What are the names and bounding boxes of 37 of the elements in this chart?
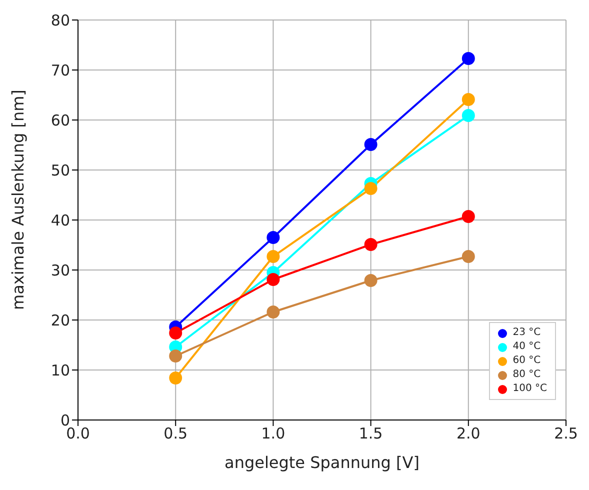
legend-label: 60 °C (512, 354, 541, 368)
point (266, 273, 280, 286)
y-tick-label: 40 (50, 211, 70, 230)
y-tick-label: 30 (50, 261, 70, 280)
legend-label: 23 °C (512, 326, 541, 340)
point (364, 274, 378, 287)
point (266, 306, 280, 318)
x-tick-label: 0.0 (66, 424, 90, 443)
point (364, 238, 378, 251)
point (462, 109, 475, 122)
point (462, 210, 475, 223)
y-tick-label: 20 (50, 311, 70, 330)
y-tick-label: 70 (50, 61, 70, 80)
y-tick-label: 60 (50, 111, 70, 130)
x-axis-title: angelegte Spannung [V] (224, 453, 420, 472)
y-axis-title: maximale Auslenkung [nm] (8, 90, 28, 310)
point (462, 250, 475, 263)
point (266, 231, 280, 244)
legend-label: 40 °C (512, 340, 541, 354)
y-tick-label: 10 (50, 361, 70, 380)
point (364, 182, 378, 195)
point (169, 350, 182, 362)
y-tick-label: 50 (50, 161, 70, 180)
legend-label: 100 °C (512, 382, 547, 396)
point (462, 52, 475, 65)
y-tick-label: 80 (50, 11, 70, 30)
x-tick-label: 2.0 (456, 424, 480, 443)
legend-label: 80 °C (512, 368, 541, 382)
point (364, 138, 378, 151)
point (462, 93, 475, 106)
x-tick-label: 2.5 (554, 424, 578, 443)
point (169, 372, 182, 384)
point (169, 326, 182, 340)
x-tick-label: 0.5 (164, 424, 188, 443)
x-tick-label: 1.5 (358, 424, 383, 443)
x-tick-label: 1.0 (261, 424, 286, 443)
point (266, 250, 280, 263)
